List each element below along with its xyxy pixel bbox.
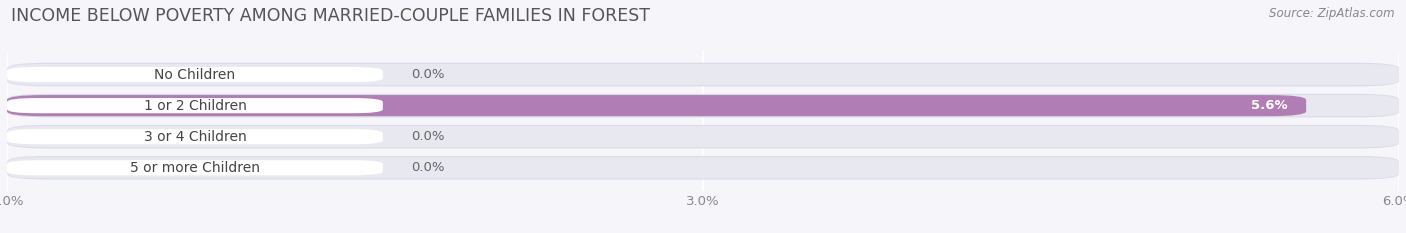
Text: 3 or 4 Children: 3 or 4 Children (143, 130, 246, 144)
Text: 0.0%: 0.0% (411, 68, 444, 81)
FancyBboxPatch shape (7, 63, 1399, 86)
FancyBboxPatch shape (7, 157, 1399, 178)
FancyBboxPatch shape (7, 125, 1399, 148)
FancyBboxPatch shape (7, 64, 1399, 85)
FancyBboxPatch shape (7, 67, 382, 82)
FancyBboxPatch shape (7, 98, 382, 113)
Text: INCOME BELOW POVERTY AMONG MARRIED-COUPLE FAMILIES IN FOREST: INCOME BELOW POVERTY AMONG MARRIED-COUPL… (11, 7, 650, 25)
Text: Source: ZipAtlas.com: Source: ZipAtlas.com (1270, 7, 1395, 20)
FancyBboxPatch shape (7, 126, 1399, 147)
Text: 5 or more Children: 5 or more Children (129, 161, 260, 175)
Text: 1 or 2 Children: 1 or 2 Children (143, 99, 246, 113)
FancyBboxPatch shape (7, 129, 382, 144)
FancyBboxPatch shape (7, 94, 1399, 117)
Text: 0.0%: 0.0% (411, 161, 444, 174)
Text: 0.0%: 0.0% (411, 130, 444, 143)
FancyBboxPatch shape (7, 95, 1306, 116)
Text: No Children: No Children (155, 68, 235, 82)
FancyBboxPatch shape (7, 156, 1399, 180)
Text: 5.6%: 5.6% (1251, 99, 1288, 112)
FancyBboxPatch shape (7, 95, 1399, 116)
FancyBboxPatch shape (7, 160, 382, 175)
